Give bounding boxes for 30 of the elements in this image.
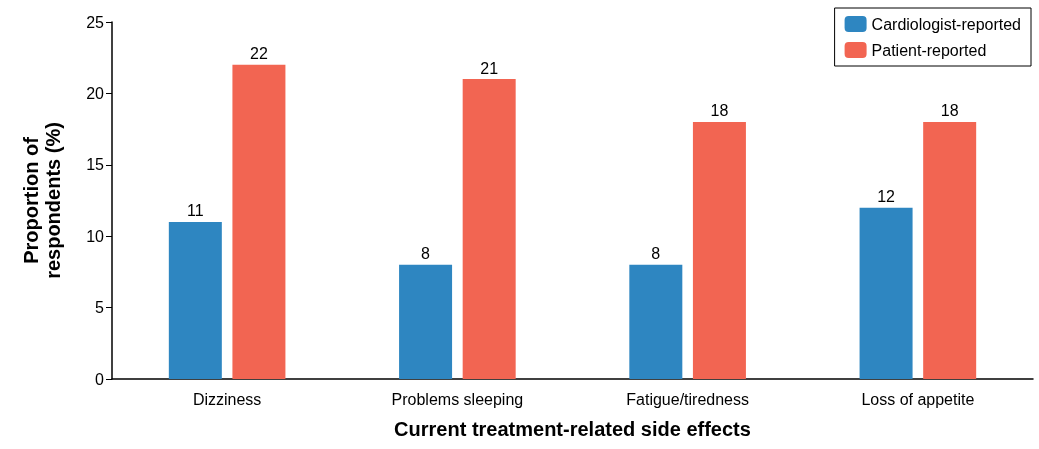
y-tick-label: 10 [86, 227, 105, 245]
legend-label: Patient-reported [871, 41, 987, 59]
bar [859, 207, 913, 379]
bar [168, 221, 222, 379]
data-label: 8 [651, 245, 661, 263]
bar [923, 121, 977, 379]
data-label: 18 [940, 102, 959, 120]
legend-label: Cardiologist-reported [871, 15, 1021, 33]
bar [462, 79, 516, 379]
x-tick-label: Dizziness [192, 390, 262, 408]
x-tick-label: Problems sleeping [391, 390, 524, 408]
y-tick-label: 0 [95, 370, 105, 388]
bar [399, 264, 453, 379]
x-tick-label: Loss of appetite [861, 390, 975, 408]
y-tick-label: 5 [95, 299, 105, 317]
data-label: 18 [710, 102, 729, 120]
data-label: 12 [877, 188, 896, 206]
y-tick-label: 20 [86, 84, 105, 102]
data-label: 22 [250, 45, 268, 63]
x-axis-title: Current treatment-related side effects [394, 418, 751, 440]
x-tick-label: Fatigue/tiredness [626, 390, 749, 408]
y-tick-label: 25 [86, 13, 105, 31]
data-label: 8 [421, 245, 431, 263]
data-label: 21 [480, 59, 499, 77]
data-label: 11 [187, 202, 204, 220]
y-axis-title: Proportion of respondents (%) [20, 122, 64, 279]
bar [692, 121, 746, 379]
bar [232, 64, 286, 379]
y-tick-label: 15 [86, 156, 105, 174]
bar [629, 264, 683, 379]
